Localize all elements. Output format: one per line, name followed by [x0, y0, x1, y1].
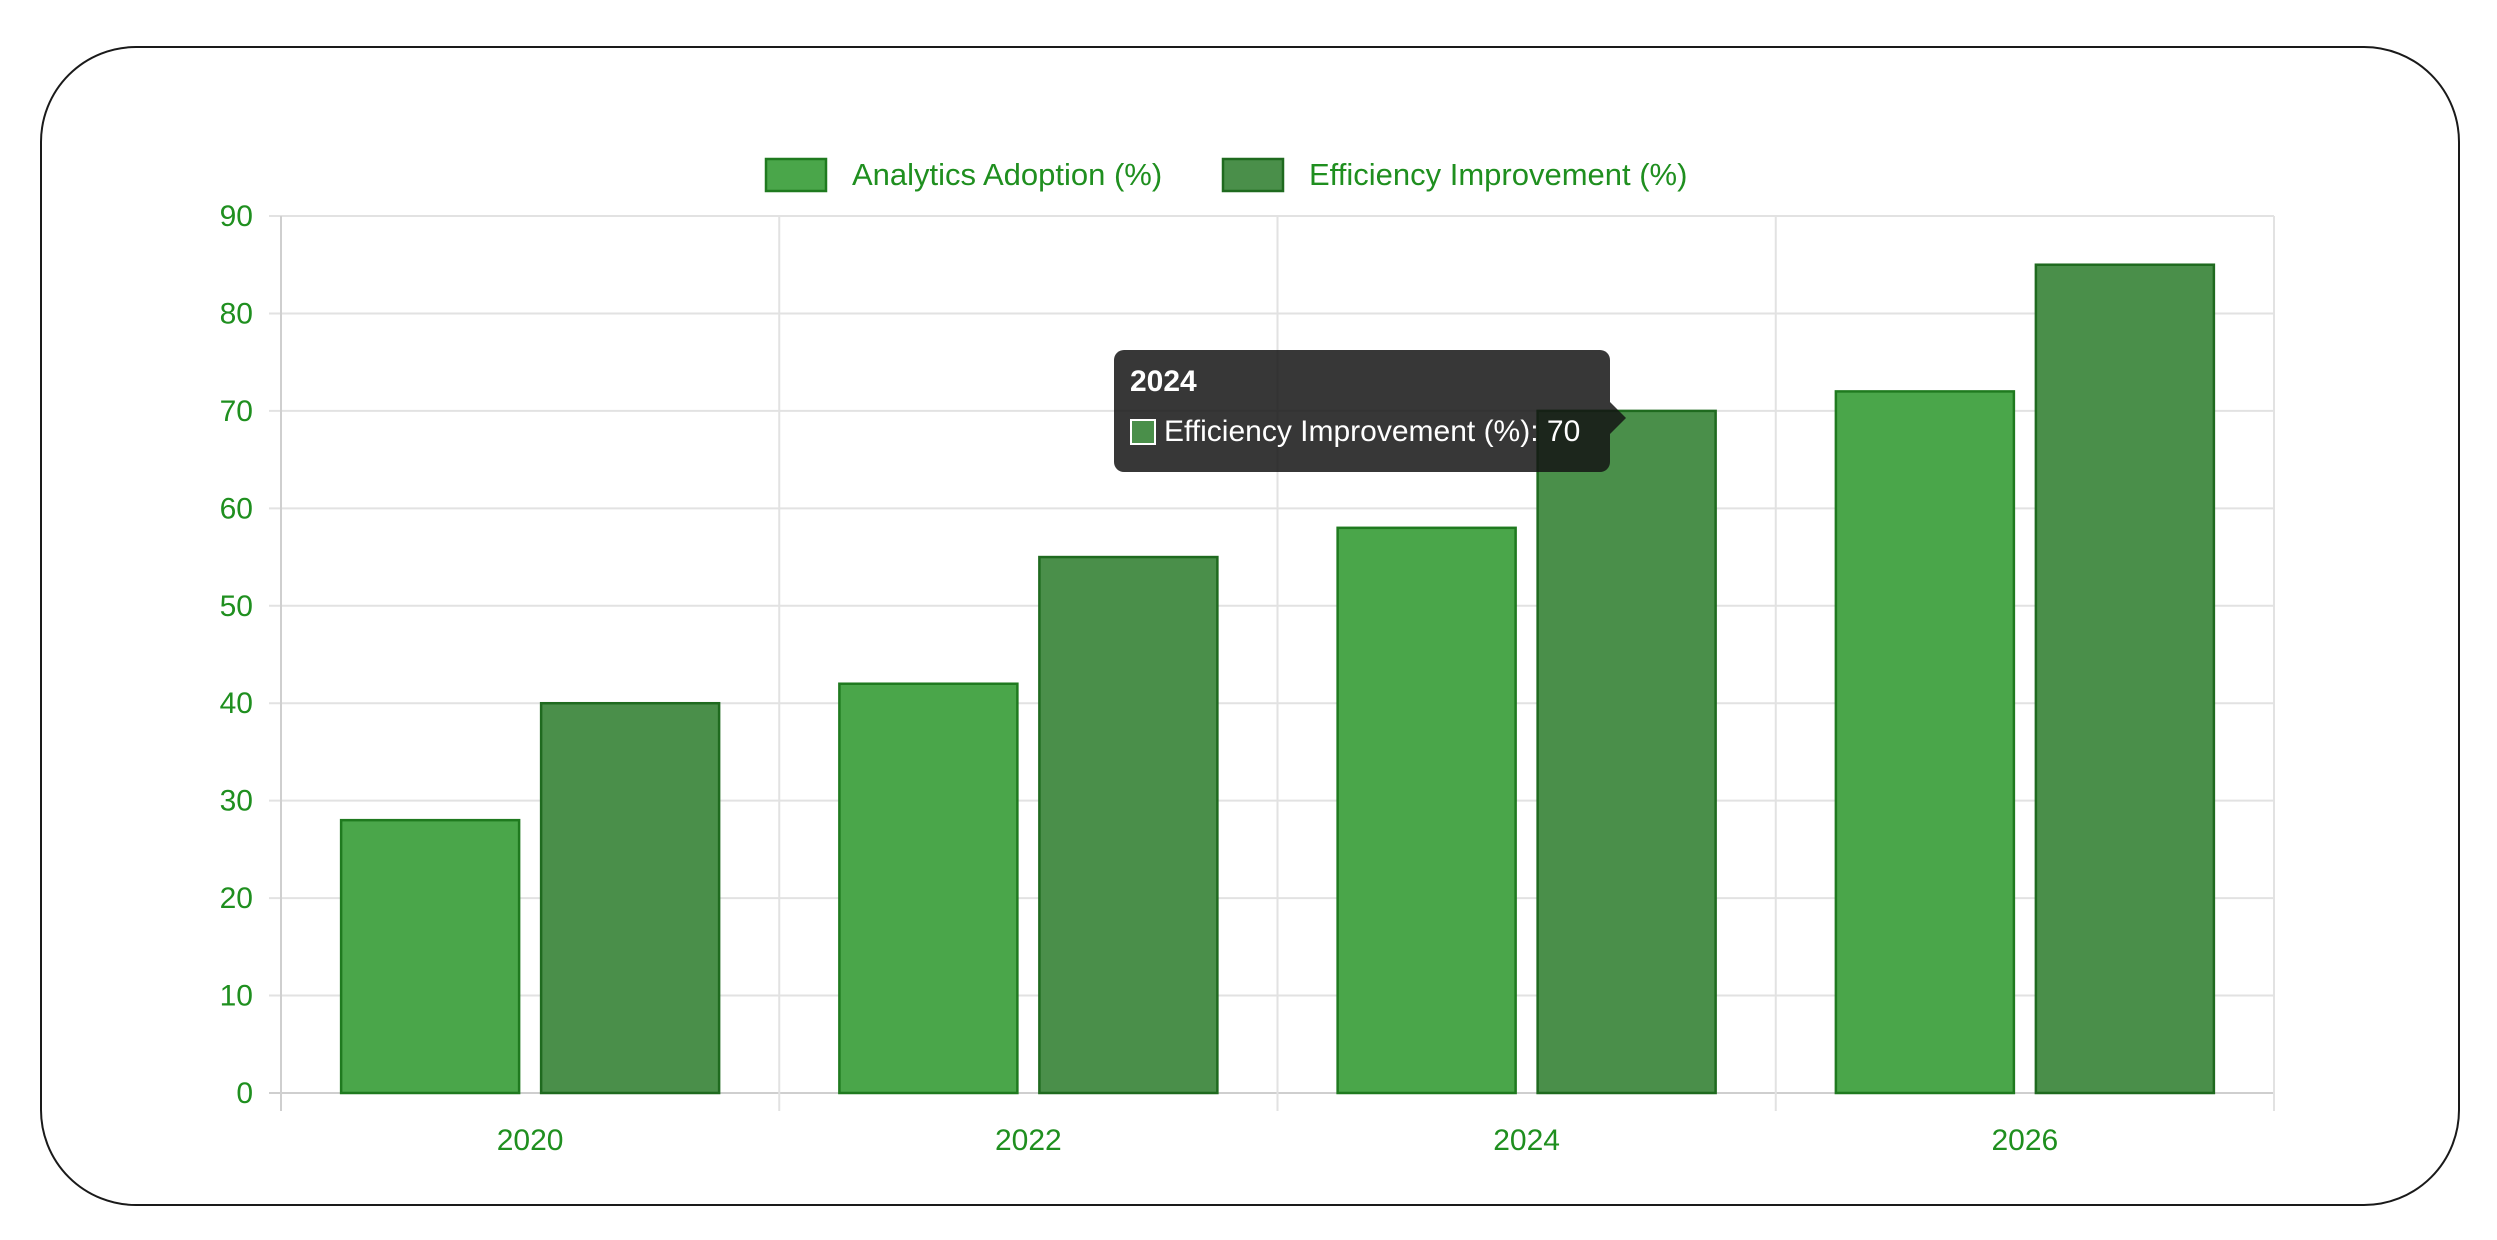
bar[interactable]	[539, 701, 721, 1095]
legend-swatch[interactable]	[1221, 157, 1285, 193]
legend-label[interactable]: Efficiency Improvement (%)	[1309, 157, 1687, 192]
x-tick-label: 2022	[995, 1124, 1062, 1157]
x-tick-label: 2020	[497, 1124, 564, 1157]
tooltip-row: Efficiency Improvement (%): 70	[1130, 414, 1594, 450]
y-tick-label: 70	[220, 395, 253, 428]
y-tick-label: 60	[220, 492, 253, 525]
y-tick-label: 90	[220, 200, 253, 233]
y-axis: 0 10 20 30 40 50 60 70 80 90	[220, 200, 253, 1110]
legend-swatch[interactable]	[764, 157, 828, 193]
y-tick-label: 0	[236, 1077, 253, 1110]
x-axis: 2020 2022 2024 2026	[497, 1124, 2059, 1157]
y-tick-label: 10	[220, 980, 253, 1013]
bar[interactable]	[2034, 263, 2216, 1095]
x-tick-label: 2026	[1992, 1124, 2059, 1157]
tooltip: 2024 Efficiency Improvement (%): 70	[1114, 350, 1626, 472]
x-tick-label: 2024	[1493, 1124, 1560, 1157]
y-tick-label: 50	[220, 590, 253, 623]
bar[interactable]	[1536, 409, 1717, 1095]
bars	[339, 263, 2216, 1095]
y-tick-label: 80	[220, 297, 253, 330]
tooltip-label: Efficiency Improvement (%): 70	[1164, 415, 1581, 448]
y-tick-label: 40	[220, 687, 253, 720]
y-tick-label: 30	[220, 785, 253, 818]
bar[interactable]	[1834, 390, 2016, 1095]
tooltip-swatch	[1130, 419, 1156, 445]
bar[interactable]	[1038, 555, 1219, 1095]
tooltip-title: 2024	[1130, 365, 1197, 398]
bar[interactable]	[1336, 526, 1517, 1095]
bar[interactable]	[339, 818, 521, 1095]
bar[interactable]	[838, 682, 1019, 1095]
legend-label[interactable]: Analytics Adoption (%)	[852, 157, 1162, 192]
legend[interactable]: Analytics Adoption (%) Efficiency Improve…	[764, 157, 1687, 193]
y-tick-label: 20	[220, 882, 253, 915]
